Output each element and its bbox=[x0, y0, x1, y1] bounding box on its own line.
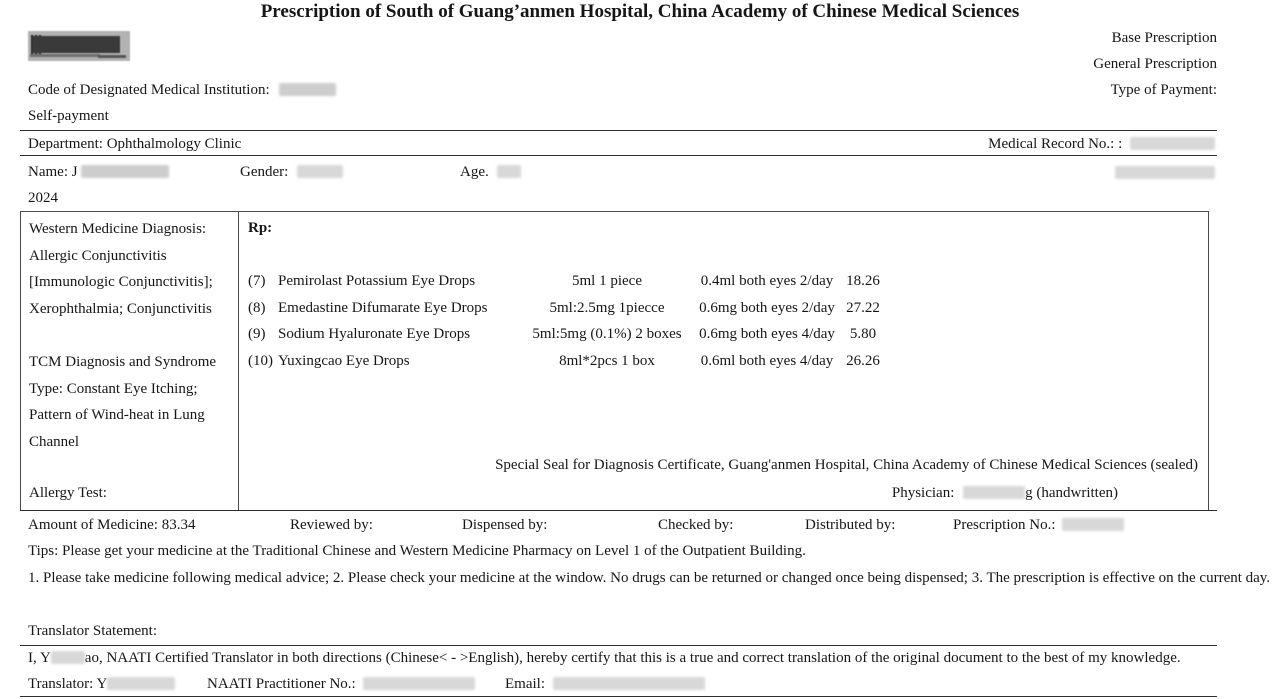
med-number: (9) bbox=[248, 326, 266, 342]
medication-row: (7) Pemirolast Potassium Eye Drops 5ml 1… bbox=[248, 272, 885, 291]
med-number: (7) bbox=[248, 273, 266, 289]
diagnosis-line: TCM Diagnosis and Syndrome bbox=[29, 353, 217, 370]
diagnosis-line: Xerophthalmia; Conjunctivitis bbox=[29, 300, 212, 317]
physician-line: Physician: g (handwritten) bbox=[892, 484, 1118, 503]
translator-statement-text: I, Y ao, NAATI Certified Translator in bo… bbox=[28, 649, 1181, 668]
base-prescription-label: Base Prescription bbox=[1111, 30, 1217, 46]
med-spec: 5ml 1 piece bbox=[572, 273, 642, 289]
prescription-no-line: Prescription No.: bbox=[953, 516, 1125, 535]
seal-note: Special Seal for Diagnosis Certificate, … bbox=[495, 457, 1198, 473]
translator-label: Translator: Y bbox=[28, 676, 108, 692]
redacted-gender bbox=[297, 165, 344, 178]
redacted-patient-name bbox=[81, 165, 170, 178]
page-title: Prescription of South of Guang’anmen Hos… bbox=[260, 1, 1020, 22]
checked-by-label: Checked by: bbox=[658, 517, 734, 533]
barcode-image bbox=[28, 31, 130, 61]
tips-text: Tips: Please get your medicine at the Tr… bbox=[28, 543, 806, 559]
name-label: Name: J bbox=[28, 164, 78, 180]
column-divider bbox=[238, 212, 239, 511]
distributed-by-label: Distributed by: bbox=[805, 517, 896, 533]
med-usage: 0.4ml both eyes 2/day bbox=[700, 273, 834, 289]
year-label: 2024 bbox=[28, 190, 58, 206]
medication-row: (9) Sodium Hyaluronate Eye Drops 5ml:5mg… bbox=[248, 325, 885, 344]
naati-line: NAATI Practitioner No.: bbox=[207, 675, 476, 694]
general-prescription-label: General Prescription bbox=[1093, 56, 1217, 72]
med-spec: 5ml:2.5mg 1piecce bbox=[549, 300, 665, 316]
redacted-email bbox=[552, 677, 705, 690]
prescription-box: Western Medicine Diagnosis: Allergic Con… bbox=[20, 211, 1209, 511]
medical-record-line: Medical Record No.: : bbox=[988, 135, 1215, 154]
reviewed-by-label: Reviewed by: bbox=[290, 517, 373, 533]
naati-label: NAATI Practitioner No.: bbox=[207, 676, 356, 692]
divider-line bbox=[20, 130, 1217, 131]
med-price: 5.80 bbox=[849, 326, 877, 342]
rules-text: 1. Please take medicine following medica… bbox=[28, 570, 1271, 586]
barcode-redaction bbox=[32, 36, 120, 53]
med-name: Sodium Hyaluronate Eye Drops bbox=[278, 326, 471, 342]
medical-record-label: Medical Record No.: : bbox=[988, 136, 1123, 152]
prescription-no-label: Prescription No.: bbox=[953, 517, 1056, 533]
patient-gender-line: Gender: bbox=[240, 163, 344, 182]
redacted-institution-code bbox=[279, 83, 337, 96]
patient-age-line: Age. bbox=[460, 163, 521, 182]
diagnosis-line bbox=[29, 322, 216, 349]
med-usage: 0.6ml both eyes 4/day bbox=[700, 353, 834, 369]
medication-row: (8) Emedastine Difumarate Eye Drops 5ml:… bbox=[248, 299, 885, 318]
med-number: (10) bbox=[248, 353, 273, 369]
divider-line bbox=[20, 155, 1217, 156]
diagnosis-line: Type: Constant Eye Itching; bbox=[29, 380, 198, 397]
redacted-translator-signature bbox=[107, 677, 176, 690]
institution-code-line: Code of Designated Medical Institution: bbox=[28, 81, 337, 100]
med-number: (8) bbox=[248, 300, 266, 316]
redacted-medical-record-no bbox=[1130, 137, 1215, 150]
allergy-test-label: Allergy Test: bbox=[29, 485, 107, 501]
med-price: 27.22 bbox=[846, 300, 880, 316]
redacted-translator-name bbox=[50, 651, 85, 664]
email-line: Email: bbox=[505, 675, 705, 694]
department-label: Department: Ophthalmology Clinic bbox=[28, 136, 242, 152]
statement-suffix: ao, NAATI Certified Translator in both d… bbox=[84, 650, 1181, 666]
redacted-date bbox=[1115, 166, 1215, 179]
redacted-age bbox=[496, 165, 521, 178]
divider-line bbox=[20, 510, 1217, 511]
rp-label: Rp: bbox=[248, 220, 273, 236]
dispensed-by-label: Dispensed by: bbox=[462, 517, 548, 533]
med-name: Pemirolast Potassium Eye Drops bbox=[278, 273, 476, 289]
institution-code-label: Code of Designated Medical Institution: bbox=[28, 82, 270, 98]
self-payment-label: Self-payment bbox=[28, 108, 109, 124]
translator-statement-label: Translator Statement: bbox=[28, 623, 158, 639]
med-spec: 5ml:5mg (0.1%) 2 boxes bbox=[532, 326, 682, 342]
diagnosis-line: Channel bbox=[29, 433, 79, 450]
patient-name-line: Name: J bbox=[28, 163, 170, 182]
diagnosis-line: Pattern of Wind-heat in Lung bbox=[29, 407, 205, 424]
redacted-physician-name bbox=[963, 486, 1026, 499]
translator-line: Translator: Y bbox=[28, 675, 176, 694]
redacted-prescription-no bbox=[1062, 518, 1125, 531]
statement-prefix: I, Y bbox=[28, 650, 51, 666]
diagnosis-line: [Immunologic Conjunctivitis]; bbox=[29, 274, 213, 291]
physician-suffix: g (handwritten) bbox=[1025, 485, 1118, 501]
physician-label: Physician: bbox=[891, 485, 955, 501]
barcode-streak bbox=[30, 54, 100, 57]
diagnosis-line: Allergic Conjunctivitis bbox=[29, 247, 167, 264]
divider-line bbox=[20, 645, 1217, 646]
med-usage: 0.6mg both eyes 4/day bbox=[699, 326, 835, 342]
med-name: Yuxingcao Eye Drops bbox=[278, 353, 410, 369]
type-of-payment-label: Type of Payment: bbox=[1110, 82, 1217, 98]
med-price: 26.26 bbox=[846, 353, 880, 369]
diagnosis-column: Western Medicine Diagnosis: Allergic Con… bbox=[29, 216, 216, 455]
med-name: Emedastine Difumarate Eye Drops bbox=[278, 300, 488, 316]
redacted-naati-no bbox=[363, 677, 476, 690]
diagnosis-line: Western Medicine Diagnosis: bbox=[29, 221, 207, 237]
med-usage: 0.6mg both eyes 2/day bbox=[699, 300, 835, 316]
med-price: 18.26 bbox=[846, 273, 880, 289]
barcode-streak bbox=[98, 55, 126, 58]
gender-label: Gender: bbox=[240, 164, 289, 180]
divider-line bbox=[20, 696, 1217, 697]
med-spec: 8ml*2pcs 1 box bbox=[559, 353, 655, 369]
medication-row: (10) Yuxingcao Eye Drops 8ml*2pcs 1 box … bbox=[248, 352, 885, 371]
age-label: Age. bbox=[460, 164, 489, 180]
amount-label: Amount of Medicine: 83.34 bbox=[28, 517, 196, 533]
email-label: Email: bbox=[505, 676, 545, 692]
